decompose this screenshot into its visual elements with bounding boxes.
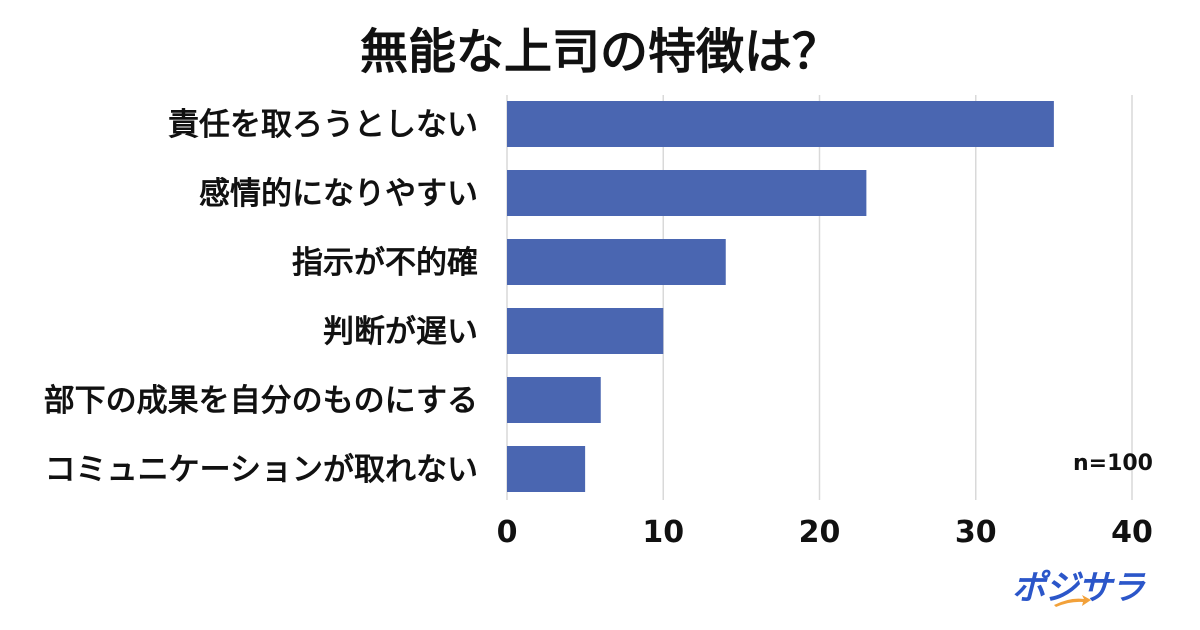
bars xyxy=(507,101,1054,492)
x-tick-label-10: 10 xyxy=(642,515,684,550)
sample-size-annotation: n=100 xyxy=(1073,451,1153,476)
x-tick-label-40: 40 xyxy=(1111,515,1153,550)
x-tick-label-30: 30 xyxy=(955,515,997,550)
brand-logo: ポジサラ xyxy=(1012,564,1152,612)
x-tick-label-0: 0 xyxy=(497,515,518,550)
category-label-1: 責任を取ろうとしない xyxy=(168,107,478,143)
bar-2 xyxy=(507,170,867,216)
logo-arrow-icon xyxy=(1054,595,1091,607)
category-labels: 責任を取ろうとしない感情的になりやすい指示が不的確判断が遅い部下の成果を自分のも… xyxy=(44,107,478,488)
bar-4 xyxy=(507,308,664,354)
x-tick-label-20: 20 xyxy=(799,515,841,550)
category-label-4: 判断が遅い xyxy=(323,314,478,350)
category-label-2: 感情的になりやすい xyxy=(199,176,478,212)
category-label-5: 部下の成果を自分のものにする xyxy=(44,383,478,419)
bar-6 xyxy=(507,446,586,492)
category-label-6: コミュニケーションが取れない xyxy=(45,452,478,488)
bar-3 xyxy=(507,239,726,285)
bar-1 xyxy=(507,101,1054,147)
category-label-3: 指示が不的確 xyxy=(292,245,478,281)
gridlines xyxy=(506,95,1133,500)
x-axis-tick-labels: 0 10 20 30 40 xyxy=(497,515,1153,550)
chart-title: 無能な上司の特徴は？ xyxy=(359,24,840,80)
bar-5 xyxy=(507,377,601,423)
